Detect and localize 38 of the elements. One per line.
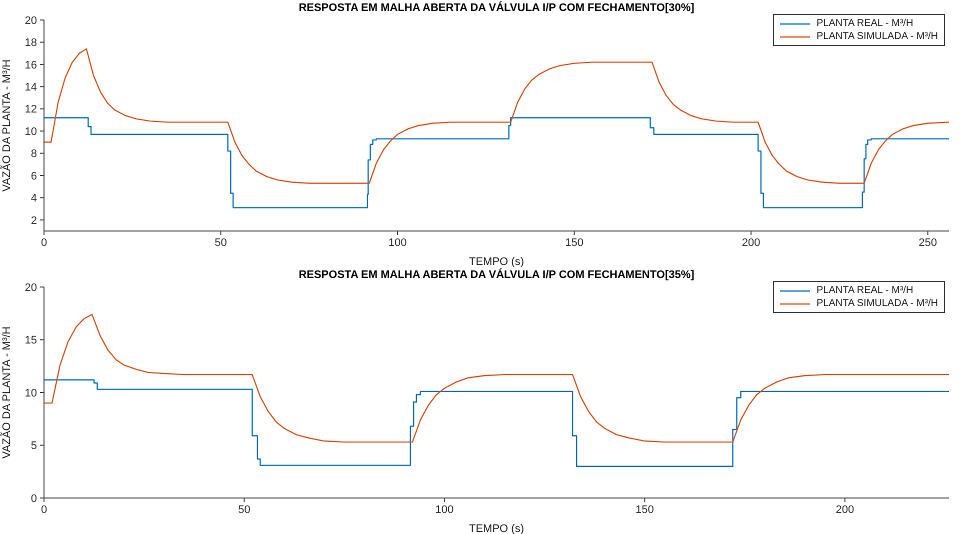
x-axis-title: TEMPO (s) bbox=[469, 256, 524, 268]
y-tick-label: 5 bbox=[30, 440, 37, 452]
x-tick-label: 50 bbox=[214, 236, 227, 249]
legend-label: PLANTA REAL - M³/H bbox=[816, 17, 914, 30]
legend-label: PLANTA SIMULADA - M³/H bbox=[816, 297, 938, 310]
y-tick-label: 8 bbox=[30, 148, 37, 160]
y-tick-label: 4 bbox=[30, 192, 37, 205]
x-axis-title: TEMPO (s) bbox=[469, 523, 524, 534]
x-tick-label: 250 bbox=[918, 236, 937, 249]
y-tick-label: 20 bbox=[24, 14, 37, 27]
y-tick-label: 6 bbox=[30, 170, 37, 182]
y-tick-label: 16 bbox=[24, 59, 37, 72]
x-tick-label: 200 bbox=[742, 236, 760, 249]
legend-label: PLANTA REAL - M³/H bbox=[816, 284, 914, 297]
y-tick-label: 18 bbox=[24, 37, 37, 50]
x-tick-label: 150 bbox=[565, 236, 584, 249]
line-series bbox=[44, 48, 949, 184]
y-tick-label: 10 bbox=[24, 126, 37, 138]
y-axis-title: VAZÃO DA PLANTA - M³/H bbox=[0, 326, 13, 459]
y-tick-label: 2 bbox=[30, 214, 37, 227]
x-tick-label: 0 bbox=[40, 504, 48, 516]
x-tick-label: 50 bbox=[238, 504, 250, 516]
y-axis-title: VAZÃO DA PLANTA - M³/H bbox=[0, 59, 13, 192]
line-series bbox=[44, 314, 949, 443]
legend-label: PLANTA SIMULADA - M³/H bbox=[816, 30, 938, 43]
x-tick-label: 100 bbox=[435, 504, 454, 516]
x-tick-label: 200 bbox=[836, 504, 854, 516]
y-tick-label: 10 bbox=[24, 387, 37, 400]
y-tick-label: 14 bbox=[24, 82, 37, 94]
y-tick-label: 12 bbox=[24, 104, 37, 116]
chart-title: RESPOSTA EM MALHA ABERTA DA VÁLVULA I/P COM FECHAMENTO[35%] bbox=[298, 267, 696, 283]
y-tick-label: 20 bbox=[24, 282, 37, 294]
x-tick-label: 100 bbox=[388, 236, 407, 249]
x-tick-label: 150 bbox=[635, 504, 654, 516]
y-tick-label: 0 bbox=[30, 492, 37, 505]
chart-title: RESPOSTA EM MALHA ABERTA DA VÁLVULA I/P COM FECHAMENTO[30%] bbox=[298, 0, 696, 16]
x-tick-label: 0 bbox=[40, 236, 48, 249]
y-tick-label: 15 bbox=[24, 334, 37, 347]
